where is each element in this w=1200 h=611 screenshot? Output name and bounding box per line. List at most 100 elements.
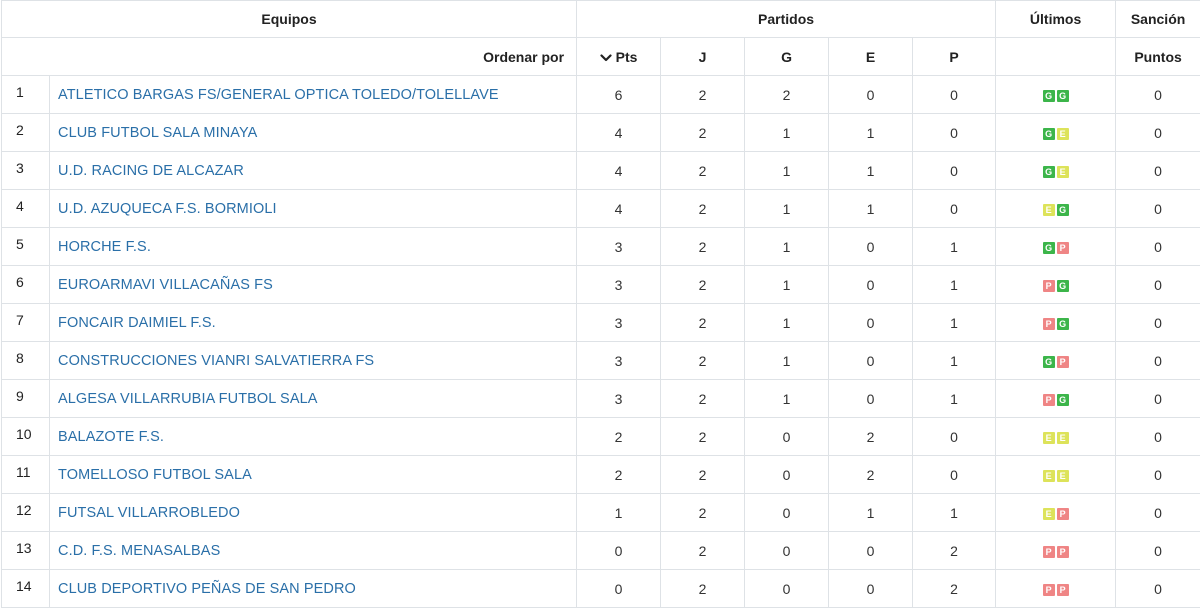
sanction-header: Sanción	[1115, 0, 1200, 38]
team-link[interactable]: TOMELLOSO FUTBOL SALA	[58, 467, 252, 483]
team-cell: U.D. RACING DE ALCAZAR	[48, 151, 578, 190]
drawn-cell: 0	[828, 227, 914, 266]
result-badge: G	[1056, 203, 1069, 216]
team-link[interactable]: CLUB FUTBOL SALA MINAYA	[58, 125, 258, 141]
lost-cell: 0	[912, 75, 997, 114]
team-cell: EUROARMAVI VILLACAÑAS FS	[48, 265, 578, 304]
played-column-header[interactable]: J	[660, 37, 746, 76]
points-cell: 3	[576, 341, 662, 380]
played-cell: 2	[660, 379, 746, 418]
table-row: 6 EUROARMAVI VILLACAÑAS FS 3 2 1 0 1 P G 0	[1, 265, 1200, 304]
points-cell: 4	[576, 151, 662, 190]
position-cell: 4	[1, 189, 50, 228]
result-badge: E	[1056, 469, 1069, 482]
table-row: 7 FONCAIR DAIMIEL F.S. 3 2 1 0 1 P G 0	[1, 303, 1200, 342]
result-badge: P	[1042, 279, 1055, 292]
result-badge: G	[1056, 317, 1069, 330]
drawn-cell: 2	[828, 455, 914, 494]
result-badge: P	[1042, 583, 1055, 596]
drawn-cell: 1	[828, 493, 914, 532]
lost-cell: 0	[912, 189, 997, 228]
lost-column-header[interactable]: P	[912, 37, 997, 76]
sanction-points-cell: 0	[1115, 227, 1200, 266]
team-cell: CLUB DEPORTIVO PEÑAS DE SAN PEDRO	[48, 569, 578, 608]
lost-cell: 2	[912, 531, 997, 570]
played-cell: 2	[660, 341, 746, 380]
table-row: 8 CONSTRUCCIONES VIANRI SALVATIERRA FS 3 2 1…	[1, 341, 1200, 380]
team-link[interactable]: C.D. F.S. MENASALBAS	[58, 543, 221, 559]
team-link[interactable]: CLUB DEPORTIVO PEÑAS DE SAN PEDRO	[58, 581, 356, 597]
points-cell: 3	[576, 265, 662, 304]
lost-cell: 0	[912, 417, 997, 456]
sanction-points-cell: 0	[1115, 379, 1200, 418]
sanction-points-cell: 0	[1115, 569, 1200, 608]
team-cell: ATLETICO BARGAS FS/GENERAL OPTICA TOLEDO…	[48, 75, 578, 114]
team-cell: TOMELLOSO FUTBOL SALA	[48, 455, 578, 494]
drawn-cell: 0	[828, 341, 914, 380]
won-cell: 1	[744, 265, 830, 304]
drawn-cell: 1	[828, 113, 914, 152]
sort-points-button[interactable]: Pts	[576, 37, 662, 76]
table-row: 14 CLUB DEPORTIVO PEÑAS DE SAN PEDRO 0 2 0 0 2…	[1, 569, 1200, 608]
drawn-cell: 2	[828, 417, 914, 456]
result-badge: G	[1042, 241, 1055, 254]
table-row: 1 ATLETICO BARGAS FS/GENERAL OPTICA TOLED…	[1, 75, 1200, 114]
last-results-header: Últimos	[995, 0, 1117, 38]
points-cell: 4	[576, 189, 662, 228]
won-cell: 2	[744, 75, 830, 114]
table-row: 10 BALAZOTE F.S. 2 2 0 2 0 E E 0	[1, 417, 1200, 456]
team-link[interactable]: U.D. AZUQUECA F.S. BORMIOLI	[58, 201, 277, 217]
team-cell: C.D. F.S. MENASALBAS	[48, 531, 578, 570]
won-cell: 0	[744, 455, 830, 494]
sanction-points-cell: 0	[1115, 493, 1200, 532]
team-link[interactable]: HORCHE F.S.	[58, 239, 151, 255]
result-badge: E	[1056, 165, 1069, 178]
won-column-header[interactable]: G	[744, 37, 830, 76]
result-badge: P	[1056, 583, 1069, 596]
won-cell: 1	[744, 341, 830, 380]
team-link[interactable]: U.D. RACING DE ALCAZAR	[58, 163, 244, 179]
sort-by-label: Ordenar por	[0, 37, 578, 76]
played-cell: 2	[660, 227, 746, 266]
team-cell: U.D. AZUQUECA F.S. BORMIOLI	[48, 189, 578, 228]
sanction-points-cell: 0	[1115, 113, 1200, 152]
team-link[interactable]: CONSTRUCCIONES VIANRI SALVATIERRA FS	[58, 353, 375, 369]
standings-body: 1 ATLETICO BARGAS FS/GENERAL OPTICA TOLED…	[1, 75, 1200, 608]
result-badge: G	[1056, 393, 1069, 406]
result-badge: E	[1042, 431, 1055, 444]
drawn-cell: 0	[828, 531, 914, 570]
table-row: 3 U.D. RACING DE ALCAZAR 4 2 1 1 0 G E 0	[1, 151, 1200, 190]
drawn-cell: 0	[828, 379, 914, 418]
result-badge: P	[1056, 545, 1069, 558]
team-link[interactable]: FONCAIR DAIMIEL F.S.	[58, 315, 216, 331]
won-cell: 1	[744, 303, 830, 342]
team-link[interactable]: BALAZOTE F.S.	[58, 429, 165, 445]
team-link[interactable]: EUROARMAVI VILLACAÑAS FS	[58, 277, 273, 293]
team-cell: BALAZOTE F.S.	[48, 417, 578, 456]
team-link[interactable]: FUTSAL VILLARROBLEDO	[58, 505, 240, 521]
lost-cell: 1	[912, 379, 997, 418]
sanction-points-cell: 0	[1115, 341, 1200, 380]
position-cell: 9	[1, 379, 50, 418]
team-cell: CLUB FUTBOL SALA MINAYA	[48, 113, 578, 152]
lost-cell: 1	[912, 493, 997, 532]
result-badge: E	[1042, 507, 1055, 520]
played-cell: 2	[660, 303, 746, 342]
points-cell: 3	[576, 303, 662, 342]
result-badge: P	[1042, 545, 1055, 558]
points-cell: 0	[576, 531, 662, 570]
won-cell: 1	[744, 227, 830, 266]
played-cell: 2	[660, 75, 746, 114]
team-link[interactable]: ATLETICO BARGAS FS/GENERAL OPTICA TOLEDO…	[58, 87, 499, 103]
drawn-column-header[interactable]: E	[828, 37, 914, 76]
team-link[interactable]: ALGESA VILLARRUBIA FUTBOL SALA	[58, 391, 318, 407]
sanction-points-cell: 0	[1115, 189, 1200, 228]
points-cell: 3	[576, 379, 662, 418]
result-badge: E	[1042, 203, 1055, 216]
drawn-cell: 0	[828, 569, 914, 608]
